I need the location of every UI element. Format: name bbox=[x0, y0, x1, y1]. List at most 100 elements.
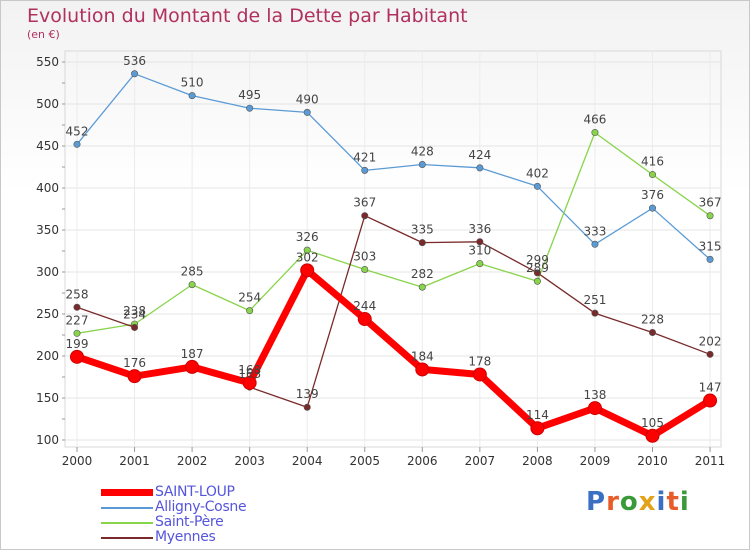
data-point-saint-loup bbox=[703, 393, 718, 408]
chart-title: Evolution du Montant de la Dette par Hab… bbox=[27, 5, 468, 27]
data-label-saint-p-re: 285 bbox=[181, 265, 204, 279]
data-label-alligny-cosne: 428 bbox=[411, 144, 434, 158]
data-point-myennes bbox=[73, 303, 81, 311]
y-tick-label: 250 bbox=[36, 307, 59, 321]
data-point-saint-loup bbox=[472, 367, 487, 382]
data-point-saint-p-re bbox=[418, 283, 426, 291]
data-point-myennes bbox=[706, 350, 714, 358]
legend-swatch bbox=[101, 507, 153, 509]
data-label-saint-loup: 178 bbox=[468, 354, 491, 368]
data-label-myennes: 367 bbox=[353, 196, 376, 210]
data-point-myennes bbox=[533, 269, 541, 277]
data-point-alligny-cosne bbox=[188, 92, 196, 100]
data-point-alligny-cosne bbox=[73, 140, 81, 148]
y-tick-label: 550 bbox=[36, 55, 59, 69]
data-point-saint-p-re bbox=[361, 265, 369, 273]
data-point-myennes bbox=[418, 239, 426, 247]
legend-label: Saint-Père bbox=[155, 514, 224, 530]
data-point-saint-loup bbox=[70, 349, 84, 364]
data-point-saint-p-re bbox=[706, 212, 714, 220]
data-point-saint-loup bbox=[357, 312, 372, 327]
data-label-saint-p-re: 303 bbox=[353, 249, 376, 263]
chart-subtitle: (en €) bbox=[27, 28, 60, 41]
logo-letter: r bbox=[606, 487, 620, 517]
data-label-saint-p-re: 289 bbox=[526, 261, 549, 275]
data-point-alligny-cosne bbox=[648, 204, 656, 212]
x-tick-label: 2007 bbox=[465, 454, 496, 468]
plot-area bbox=[64, 50, 722, 448]
data-label-saint-p-re: 416 bbox=[641, 155, 664, 169]
data-point-myennes bbox=[131, 323, 139, 331]
data-label-saint-p-re: 466 bbox=[583, 113, 606, 127]
data-label-alligny-cosne: 315 bbox=[699, 239, 722, 253]
data-label-alligny-cosne: 333 bbox=[583, 224, 606, 238]
x-tick-label: 2009 bbox=[580, 454, 611, 468]
data-label-saint-loup: 105 bbox=[641, 416, 664, 430]
data-label-saint-p-re: 282 bbox=[411, 267, 434, 281]
x-tick-label: 2001 bbox=[119, 454, 150, 468]
data-point-myennes bbox=[476, 238, 484, 246]
data-point-alligny-cosne bbox=[246, 104, 254, 112]
y-tick-label: 100 bbox=[36, 433, 59, 447]
legend-swatch bbox=[101, 537, 153, 539]
x-tick-label: 2000 bbox=[62, 454, 93, 468]
data-point-saint-loup bbox=[645, 428, 660, 443]
data-label-saint-loup: 302 bbox=[296, 250, 319, 264]
data-label-alligny-cosne: 452 bbox=[66, 124, 89, 138]
x-tick-label: 2004 bbox=[292, 454, 323, 468]
y-tick-label: 200 bbox=[36, 349, 59, 363]
y-tick-label: 450 bbox=[36, 139, 59, 153]
data-point-saint-p-re bbox=[73, 329, 81, 337]
data-label-myennes: 202 bbox=[699, 334, 722, 348]
data-label-myennes: 234 bbox=[123, 307, 146, 321]
logo-letter: o bbox=[619, 487, 639, 517]
y-tick-label: 500 bbox=[36, 97, 59, 111]
data-label-myennes: 228 bbox=[641, 312, 664, 326]
x-tick-label: 2008 bbox=[522, 454, 553, 468]
data-point-alligny-cosne bbox=[131, 70, 139, 78]
data-point-saint-loup bbox=[300, 263, 315, 278]
data-label-saint-p-re: 238 bbox=[123, 304, 146, 318]
data-point-saint-p-re bbox=[188, 281, 196, 289]
legend-label: Myennes bbox=[155, 529, 216, 545]
data-point-myennes bbox=[591, 309, 599, 317]
proxiti-logo: Proxiti bbox=[586, 487, 690, 517]
data-label-myennes: 258 bbox=[66, 287, 89, 301]
logo-letter: P bbox=[586, 487, 607, 517]
data-point-saint-p-re bbox=[533, 277, 541, 285]
legend-label: SAINT-LOUP bbox=[155, 484, 235, 500]
data-label-alligny-cosne: 421 bbox=[353, 150, 376, 164]
data-label-myennes: 163 bbox=[238, 367, 261, 381]
data-label-saint-loup: 114 bbox=[526, 408, 549, 422]
data-point-saint-p-re bbox=[303, 246, 311, 254]
data-point-saint-p-re bbox=[476, 260, 484, 268]
data-label-myennes: 251 bbox=[583, 293, 606, 307]
data-point-saint-loup bbox=[587, 401, 602, 416]
data-label-alligny-cosne: 490 bbox=[296, 92, 319, 106]
data-label-saint-loup: 147 bbox=[699, 381, 722, 395]
data-point-myennes bbox=[361, 212, 369, 220]
data-point-saint-p-re bbox=[648, 171, 656, 179]
y-tick-label: 350 bbox=[36, 223, 59, 237]
y-tick-label: 400 bbox=[36, 181, 59, 195]
logo-letter: x bbox=[638, 487, 657, 517]
series-line-saint-loup bbox=[73, 266, 714, 440]
x-tick-label: 2002 bbox=[177, 454, 208, 468]
data-label-myennes: 299 bbox=[526, 253, 549, 267]
x-tick-label: 2006 bbox=[407, 454, 438, 468]
data-label-saint-p-re: 227 bbox=[66, 313, 89, 327]
data-point-alligny-cosne bbox=[591, 240, 599, 248]
y-tick-label: 300 bbox=[36, 265, 59, 279]
data-label-saint-p-re: 326 bbox=[296, 230, 319, 244]
data-label-saint-loup: 187 bbox=[181, 347, 204, 361]
data-label-saint-p-re: 310 bbox=[468, 244, 491, 258]
data-label-saint-p-re: 367 bbox=[699, 196, 722, 210]
data-point-saint-loup bbox=[242, 375, 257, 390]
x-tick-label: 2011 bbox=[695, 454, 726, 468]
series-line-saint-p-re bbox=[76, 131, 711, 334]
data-point-saint-p-re bbox=[246, 307, 254, 315]
data-label-saint-loup: 184 bbox=[411, 349, 434, 363]
logo-letter: t bbox=[666, 487, 680, 517]
